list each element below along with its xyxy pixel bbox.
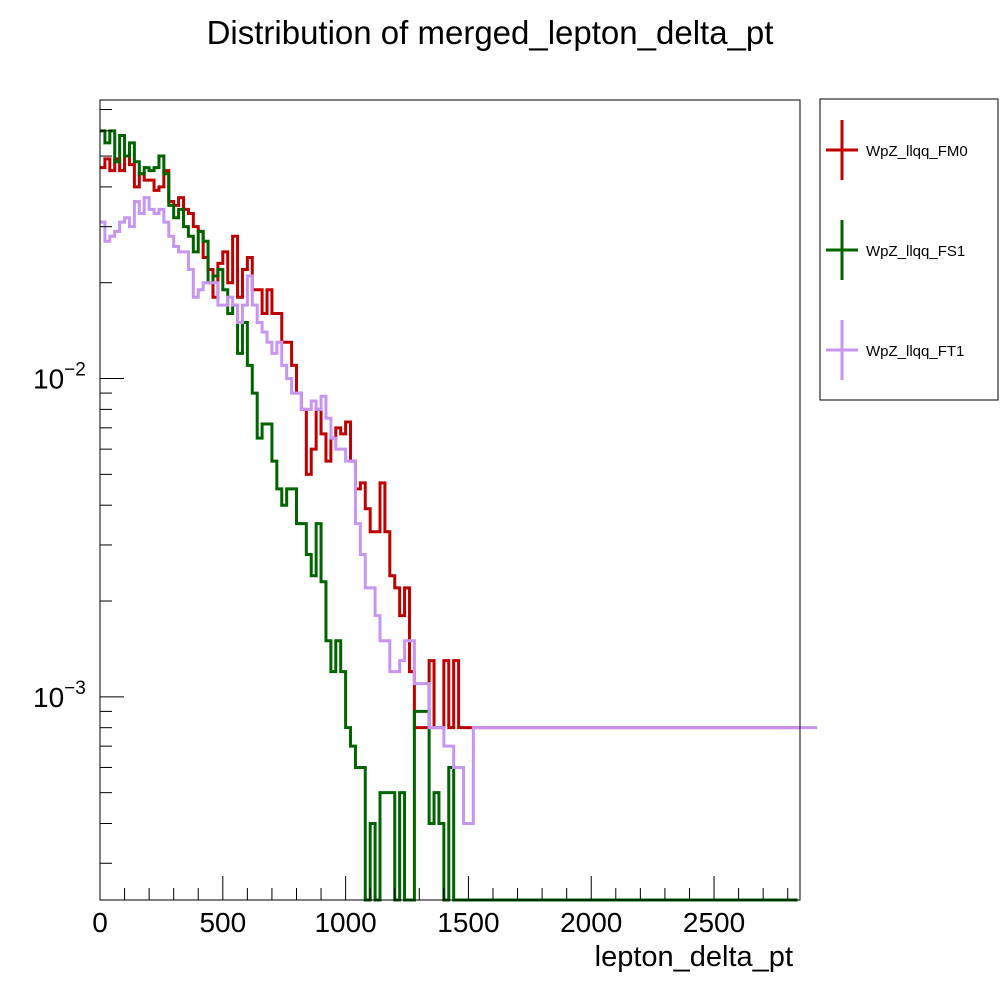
- x-tick-label: 1000: [314, 907, 376, 938]
- x-axis-label: lepton_delta_pt: [595, 941, 793, 973]
- y-tick-label: 10−2: [33, 360, 86, 395]
- plot-frame: [99, 99, 801, 901]
- chart-title: Distribution of merged_lepton_delta_pt: [207, 14, 774, 51]
- y-axis: 10−3 10−2: [33, 109, 124, 864]
- x-tick-label: 1500: [437, 907, 499, 938]
- legend-label: WpZ_llqq_FM0: [866, 143, 968, 160]
- x-axis: 0 500 1000 1500 2000 2500: [92, 876, 789, 938]
- legend-label: WpZ_llqq_FS1: [866, 243, 965, 260]
- x-tick-label: 2000: [560, 907, 622, 938]
- y-tick-label: 10−3: [33, 678, 86, 713]
- x-tick-label: 0: [92, 907, 108, 938]
- x-tick-label: 2500: [683, 907, 745, 938]
- series-line-3: [100, 196, 818, 825]
- legend: WpZ_llqq_FM0 WpZ_llqq_FS1 WpZ_llqq_FT1: [819, 98, 999, 401]
- plot-area: [100, 129, 818, 902]
- x-tick-label: 500: [199, 907, 246, 938]
- legend-label: WpZ_llqq_FT1: [866, 343, 964, 360]
